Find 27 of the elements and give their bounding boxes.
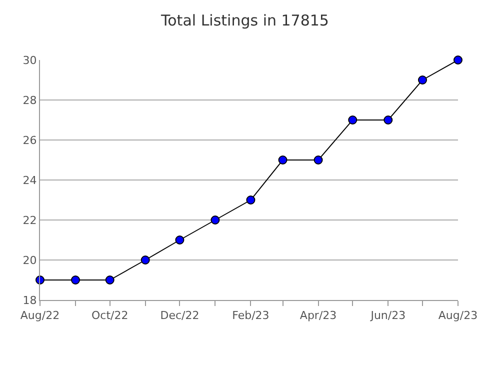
x-tick-label: Aug/23 (438, 309, 478, 322)
point (246, 196, 256, 204)
x-tick-label: Oct/22 (91, 309, 128, 322)
point (384, 116, 393, 124)
y-tick-label: 22 (22, 214, 37, 227)
y-tick-label: 26 (22, 134, 37, 147)
y-tick-label: 24 (22, 174, 37, 187)
x-tick-label: Aug/22 (20, 309, 60, 322)
x-tick-label: Dec/22 (160, 309, 200, 322)
point (454, 56, 462, 64)
point (175, 236, 184, 244)
point (210, 216, 220, 224)
chart-title: Total Listings in 17815 (160, 12, 329, 30)
y-tick-label: 28 (22, 94, 37, 107)
x-tick-label: Apr/23 (300, 309, 337, 322)
point (348, 116, 358, 124)
x-tick-label: Jun/23 (370, 309, 406, 322)
y-tick-label: 30 (22, 54, 37, 67)
point (105, 276, 114, 284)
y-tick-label: 18 (22, 294, 37, 307)
point (314, 156, 323, 164)
point (278, 156, 288, 164)
point (140, 256, 150, 264)
point (71, 276, 80, 284)
point (418, 76, 427, 84)
y-tick-label: 20 (22, 254, 37, 267)
x-tick-label: Feb/23 (232, 309, 270, 322)
